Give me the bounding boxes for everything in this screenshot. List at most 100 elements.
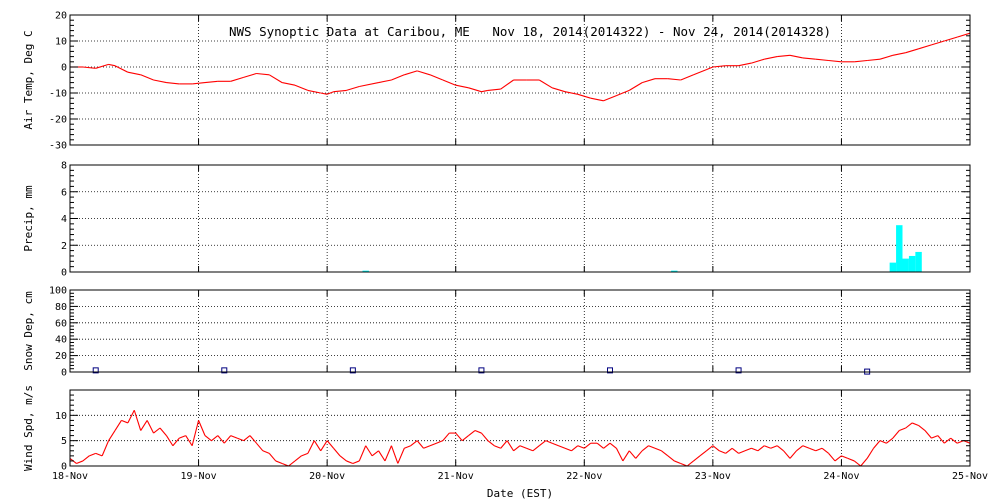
data-line-segment-wind [423,445,431,449]
data-line-segment-wind [313,440,322,452]
y-tick-label-snow: 0 [61,368,67,379]
y-tick-label-snow: 40 [55,335,67,346]
data-line-segment-wind [153,427,161,434]
data-line-segment-wind [751,447,759,452]
data-line-segment-temp [307,89,321,94]
y-tick-label-precip: 6 [61,187,67,198]
data-line-segment-wind [558,445,566,449]
data-line-segment-temp [230,76,244,82]
grid-layer [70,15,970,466]
frame-layer [69,14,971,467]
data-line-segment-temp [590,97,604,102]
data-line-segment-wind [731,447,739,454]
data-line-segment-wind [121,419,129,424]
data-line-segment-wind [384,445,392,462]
data-line-segment-temp [127,71,141,76]
data-line-segment-temp [455,84,469,89]
y-axis-label-temp: Air Temp, Deg C [22,30,35,129]
data-line-segment-wind [114,420,122,431]
data-line-segment-wind [564,447,572,452]
data-line-segment-temp [693,69,707,76]
data-line-segment-wind [841,455,849,459]
data-line-segment-wind [706,445,714,452]
data-line-segment-temp [333,89,347,93]
data-line-segment-temp [204,80,218,84]
data-line-segment-wind [950,437,958,444]
data-line-segment-wind [288,460,296,467]
data-line-segment-wind [860,458,868,467]
data-line-segment-temp [500,79,514,90]
precip-bar [671,270,678,272]
data-line-segment-temp [738,62,752,67]
data-line-segment-wind [326,440,334,449]
data-line-segment-wind [796,445,804,452]
data-line-segment-wind [223,435,232,444]
data-line-segment-wind [301,452,309,457]
y-axis-label-wind: Wind Spd, m/s [22,385,35,471]
data-line-segment-temp [429,74,444,81]
data-line-segment-wind [108,430,116,441]
data-line-segment-temp [481,89,488,93]
data-line-segment-wind [924,430,932,439]
data-line-segment-wind [95,452,103,457]
data-line-segment-wind [764,445,771,449]
data-line-segment-wind [101,440,110,457]
data-line-segment-wind [622,450,630,462]
data-line-segment-wind [667,455,675,462]
data-line-segment-wind [654,447,662,452]
y-tick-label-temp: 20 [55,11,67,22]
data-line-segment-wind [127,410,135,424]
data-line-segment-wind [76,460,84,464]
data-line-segment-wind [911,422,919,426]
x-tick-label: 24-Nov [823,471,859,482]
data-line-segment-wind [416,440,424,449]
snow-depth-point [735,367,742,374]
data-line-segment-wind [294,455,302,462]
data-line-segment-wind [686,460,694,467]
y-tick-label-precip: 8 [61,161,67,172]
data-line-segment-temp [777,54,791,58]
data-line-segment-wind [249,435,257,444]
data-line-segment-wind [506,440,515,452]
data-line-segment-wind [211,435,219,442]
data-line-segment-temp [256,72,270,76]
data-line-segment-wind [596,442,604,449]
data-line-segment-wind [532,445,540,452]
data-line-segment-wind [481,432,489,442]
data-line-segment-wind [744,447,752,452]
data-line-segment-wind [468,430,476,437]
data-line-segment-wind [699,450,707,457]
panel-frame-snow [69,289,971,373]
data-line-segment-wind [346,460,354,464]
data-line-segment-wind [809,447,816,452]
tick-layer: -30 -20 -10 0 10 20 Air Temp, Deg C 0 2 4 6 8 Precip… [22,11,988,483]
data-line-segment-temp [468,87,482,93]
data-line-segment-temp [667,78,681,81]
data-line-segment-wind [378,450,386,462]
data-line-segment-temp [82,66,96,69]
data-line-segment-wind [172,437,180,447]
data-line-segment-wind [583,442,592,449]
data-line-segment-temp [442,79,456,86]
data-line-segment-temp [359,82,379,88]
data-line-segment-temp [108,63,116,67]
data-line-segment-wind [879,440,887,444]
data-line-segment-wind [834,455,842,462]
data-line-segment-wind [545,440,553,444]
y-tick-label-temp: 0 [61,63,67,74]
data-line-segment-temp [603,95,617,102]
snow-depth-point [221,367,228,374]
data-line-segment-wind [243,435,251,442]
y-tick-label-snow: 60 [55,318,67,329]
data-line-segment-wind [390,445,399,464]
data-line-segment-wind [442,432,450,442]
data-line-segment-temp [828,59,842,63]
data-line-segment-wind [494,445,501,449]
data-line-segment-wind [886,437,894,444]
data-line-segment-wind [712,445,720,452]
data-line-segment-temp [320,92,328,95]
data-line-segment-wind [802,445,810,449]
data-line-segment-temp [416,70,431,76]
data-line-segment-wind [873,440,881,449]
data-line-segment-temp [616,89,630,97]
